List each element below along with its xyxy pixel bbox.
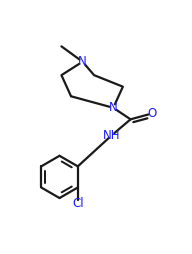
Text: Cl: Cl — [72, 197, 84, 210]
Text: NH: NH — [103, 129, 120, 142]
Text: N: N — [109, 101, 118, 114]
Text: N: N — [78, 55, 87, 68]
Text: O: O — [147, 107, 156, 120]
